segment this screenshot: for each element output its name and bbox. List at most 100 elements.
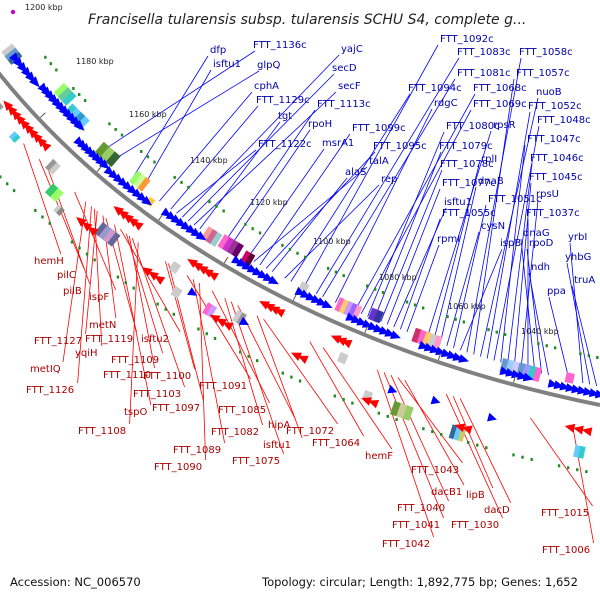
reverse-gene-arrow — [222, 322, 234, 331]
genome-backbone-arc — [0, 71, 600, 407]
top-gene-label: FTT_1045c — [529, 172, 583, 183]
green-marker — [366, 284, 369, 288]
leader-line — [473, 78, 515, 355]
green-marker — [0, 175, 2, 179]
green-marker — [487, 328, 490, 332]
bottom-gene-label: FTT_1043 — [411, 465, 459, 476]
green-marker — [83, 99, 87, 103]
leader-line — [62, 201, 87, 363]
leader-line — [439, 186, 477, 344]
feature-block — [94, 141, 121, 168]
leader-line — [507, 163, 533, 365]
bottom-gene-label: FTT_1126 — [26, 385, 74, 396]
reverse-gene-arrow — [264, 303, 276, 313]
green-marker — [239, 350, 242, 354]
green-marker — [381, 291, 385, 295]
bottom-gene-label: FTT_1041 — [392, 520, 440, 531]
top-gene-label: secF — [338, 81, 361, 92]
green-marker — [85, 252, 89, 256]
leader-line — [253, 166, 368, 262]
reverse-gene-arrow — [297, 355, 309, 365]
green-marker — [530, 457, 533, 461]
leader-line — [571, 285, 598, 387]
green-marker — [467, 441, 470, 445]
leader-line — [199, 121, 281, 230]
bottom-gene-label: FTT_1110 — [103, 370, 151, 381]
top-gene-label: glpQ — [257, 60, 280, 71]
reverse-gene-arrow — [113, 206, 125, 216]
leader-line — [109, 70, 260, 163]
green-marker — [333, 394, 337, 398]
green-marker — [180, 180, 183, 184]
feature-block — [573, 444, 586, 459]
leader-line — [165, 261, 195, 370]
green-marker — [55, 68, 58, 72]
green-marker — [503, 333, 507, 337]
green-marker — [116, 275, 120, 279]
leader-line — [397, 377, 463, 464]
top-gene-label: nuoB — [536, 87, 562, 98]
reverse-gene-arrow — [581, 427, 593, 437]
bottom-gene-label: isftu2 — [141, 334, 169, 345]
top-gene-label: FTT_1083c — [457, 47, 511, 58]
green-marker — [326, 266, 330, 270]
green-marker — [172, 312, 176, 316]
reverse-gene-arrow — [123, 213, 134, 224]
reverse-gene-arrow — [41, 141, 52, 152]
genome-summary: Topology: circular; Length: 1,892,775 bp… — [262, 575, 578, 589]
green-marker — [140, 149, 143, 153]
bottom-gene-label: dacD — [484, 505, 510, 516]
feature-block — [411, 327, 443, 351]
top-gene-label: isftu1 — [213, 59, 241, 70]
leader-line — [486, 111, 531, 359]
green-marker — [557, 464, 561, 468]
top-gene-label: FTT_1057c — [516, 68, 570, 79]
reverse-gene-arrow — [341, 339, 353, 349]
top-gene-label: dfp — [210, 45, 226, 56]
leader-line — [142, 69, 212, 189]
bottom-gene-label: FTT_1103 — [133, 389, 181, 400]
top-gene-label: talA — [369, 156, 389, 167]
forward-gene-arrow — [267, 275, 279, 285]
leader-line — [259, 133, 351, 266]
leader-line — [303, 44, 439, 288]
topology-value: circular; — [319, 575, 366, 589]
reverse-gene-arrow — [330, 335, 342, 344]
tick-label: 1060 kbp — [448, 302, 486, 311]
leader-line — [263, 318, 338, 425]
green-marker — [579, 352, 582, 356]
leader-line — [383, 372, 444, 519]
green-marker — [146, 155, 150, 159]
green-marker — [290, 375, 293, 379]
accession-value: NC_006570 — [74, 575, 141, 589]
feature-block — [367, 307, 384, 324]
leader-line — [315, 57, 460, 294]
top-gene-label: FTT_1078c — [440, 159, 494, 170]
top-gene-label: dnaG — [523, 228, 550, 239]
top-gene-label: FTT_1081c — [457, 68, 511, 79]
top-gene-label: FTT_1122c — [258, 139, 312, 150]
green-marker — [197, 327, 200, 331]
reverse-gene-arrow — [81, 221, 93, 232]
bottom-gene-label: metN — [89, 320, 116, 331]
leader-line — [74, 191, 117, 291]
reverse-gene-arrow — [216, 318, 228, 328]
tick-label: 1080 kbp — [379, 273, 417, 282]
green-marker — [48, 221, 51, 225]
top-gene-label: ispB — [500, 238, 521, 249]
length-value: 1,892,775 bp; — [416, 575, 498, 589]
leader-line — [459, 248, 503, 351]
green-marker — [495, 330, 498, 334]
leader-line — [452, 396, 494, 489]
leader-line — [159, 91, 253, 202]
top-label-leader-lines — [99, 44, 598, 387]
top-gene-label: ndh — [531, 262, 550, 273]
green-marker — [440, 432, 443, 436]
bottom-gene-label: FTT_1090 — [154, 462, 202, 473]
leader-line — [199, 283, 206, 461]
top-gene-label: rdgC — [434, 98, 458, 109]
reverse-gene-arrow — [208, 271, 220, 281]
feature-block — [44, 158, 61, 175]
tick-mark — [292, 293, 297, 301]
forward-gene-arrow — [187, 287, 198, 296]
